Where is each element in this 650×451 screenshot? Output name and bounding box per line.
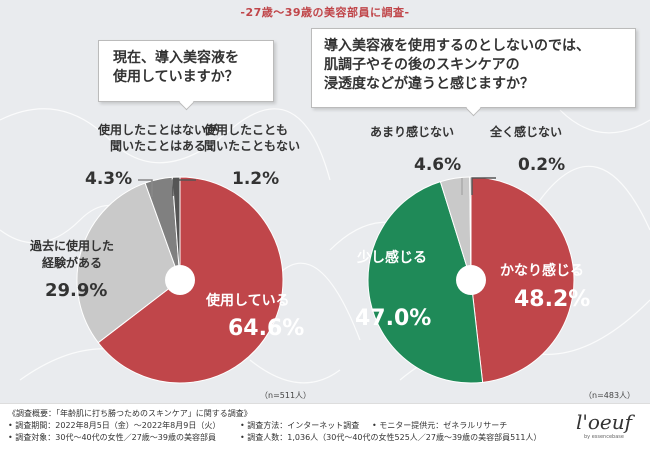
chart2-label-little: 少し感じる <box>356 249 427 266</box>
footer-provider: • モニター提供元：ゼネラルリサーチ <box>372 421 508 430</box>
chart2-leader-not-at-all <box>471 177 496 195</box>
brand-logo-text: l'oeuf <box>575 410 632 434</box>
footer-target: • 調査対象：30代～40代の女性／27歳～39歳の美容部員 <box>8 433 216 442</box>
footer-method: • 調査方法：インターネット調査 <box>240 421 360 430</box>
chart1-leader-heard <box>138 179 153 197</box>
question2-line1: 導入美容液を使用するのとしないのでは、 <box>324 38 590 54</box>
survey-title: -27歳～39歳の美容部員に調査- <box>240 6 410 19</box>
chart1-label-heard-line1: 使用したことはないが <box>97 122 218 137</box>
chart1-slice-past <box>76 182 181 344</box>
chart2-sample-size: （n=483人） <box>584 391 635 400</box>
chart1-value-never: 1.2% <box>232 169 279 189</box>
chart1-label-heard-line2: 聞いたことはある <box>110 139 206 153</box>
chart1-label-using: 使用している <box>205 292 290 309</box>
chart1-value-past: 29.9% <box>45 280 107 301</box>
chart2-slice-very <box>470 176 575 383</box>
chart1-label-never-line2: 聞いたこともない <box>204 139 300 153</box>
chart2-label-not-much: あまり感じない <box>370 124 454 139</box>
chart1-value-using: 64.6% <box>228 316 304 341</box>
chart2-center-hole <box>456 265 486 295</box>
chart2-slice-little <box>367 181 484 384</box>
brand-logo-subtext: by essencebase <box>583 434 624 440</box>
brand-logo: l'oeuf by essencebase <box>576 410 632 440</box>
chart1-value-heard: 4.3% <box>85 169 132 189</box>
footer-overview: 《調査概要：「年齢肌に打ち勝つためのスキンケア」に関する調査》 <box>8 409 252 418</box>
chart2-value-not-much: 4.6% <box>414 155 461 175</box>
chart1-label-past-line2: 経験がある <box>42 255 102 270</box>
question1-box: 現在、導入美容液を 使用していますか？ <box>98 40 274 111</box>
chart1-leader-never <box>172 179 196 196</box>
question2-box: 導入美容液を使用するのとしないのでは、 肌調子やその後のスキンケアの 浸透度など… <box>311 28 636 117</box>
chart1-center-hole <box>165 265 195 295</box>
chart2-value-little: 47.0% <box>355 306 431 331</box>
chart2-value-not-at-all: 0.2% <box>518 155 565 175</box>
question2-line3: 浸透度などが違うと感じますか？ <box>324 75 534 92</box>
chart2-slice-not-at-all <box>469 176 472 281</box>
chart1-sample-size: （n=511人） <box>260 391 311 400</box>
chart1-slice-never <box>171 176 181 281</box>
chart1-label-past-line1: 過去に使用した <box>29 238 114 253</box>
footer-period: • 調査期間：2022年8月5日（金）～2022年8月9日（火） <box>8 421 221 430</box>
survey-footer: 《調査概要：「年齢肌に打ち勝つためのスキンケア」に関する調査》 • 調査期間：2… <box>0 403 650 451</box>
question1-line1: 現在、導入美容液を <box>113 50 239 66</box>
question1-line2: 使用していますか？ <box>113 68 239 85</box>
chart1-label-never-line1: 使用したことも <box>203 122 288 137</box>
chart2-label-not-at-all: 全く感じない <box>489 124 562 139</box>
question2-line2: 肌調子やその後のスキンケアの <box>324 56 520 73</box>
footer-count: • 調査人数：1,036人（30代～40代の女性525人／27歳～39歳の美容部… <box>240 433 542 442</box>
chart2-value-very: 48.2% <box>514 287 590 312</box>
chart2-label-very: かなり感じる <box>500 262 584 279</box>
